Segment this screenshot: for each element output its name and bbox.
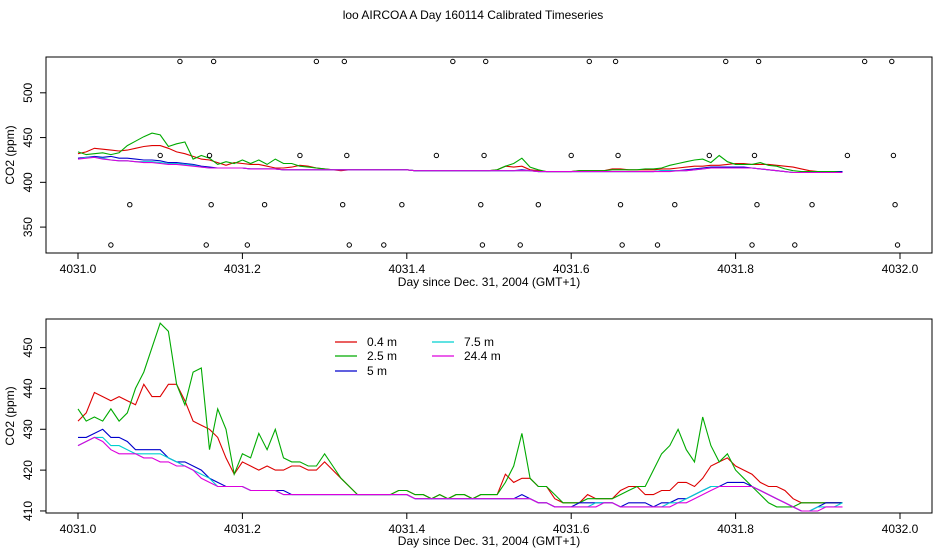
calibration-marker <box>894 242 901 248</box>
calibration-marker <box>844 152 851 159</box>
calibration-marker <box>479 242 486 248</box>
calibration-marker <box>346 242 352 248</box>
calibration-marker <box>723 58 729 65</box>
calibration-marker <box>381 242 387 248</box>
calibration-marker <box>754 202 760 208</box>
top-panel: 4031.0 4031.2 4031.4 4031.6 4031.8 4032.0 350 4… <box>3 56 933 289</box>
top-calibration-markers <box>108 58 901 248</box>
top-x-tick-label: 4032.0 <box>882 262 919 276</box>
calibration-marker <box>890 152 897 159</box>
figure-title: loo AIRCOA A Day 160114 Calibrated Times… <box>343 8 604 22</box>
bottom-y-tick-label: 450 <box>21 337 35 357</box>
bottom-series-7-5-mm-line <box>77 436 843 512</box>
calibration-marker <box>892 202 898 208</box>
calibration-marker <box>481 152 487 159</box>
calibration-marker <box>313 58 320 65</box>
bottom-x-tick-label: 4031.6 <box>553 522 590 536</box>
calibration-marker <box>127 202 133 208</box>
legend-label-0-4-mm: 0.4 m <box>367 335 397 349</box>
top-y-tick-label: 500 <box>21 82 35 102</box>
calibration-marker <box>478 202 484 208</box>
top-y-tick-label: 350 <box>21 217 35 237</box>
legend-label-7-5-mm: 7.5 m <box>464 335 494 349</box>
calibration-marker <box>483 58 489 65</box>
top-x-tick-label: 4031.4 <box>388 262 425 276</box>
calibration-marker <box>889 58 895 65</box>
legend-label-2-5-mm: 2.5 m <box>367 349 397 363</box>
calibration-marker <box>341 58 348 65</box>
bottom-series-24-4-mm-line <box>77 436 843 512</box>
bottom-x-tick-label: 4031.4 <box>388 522 425 536</box>
calibration-marker <box>535 202 542 208</box>
calibration-marker <box>615 152 621 159</box>
top-series-lines <box>77 132 843 174</box>
bottom-x-tick-label: 4031.2 <box>224 522 261 536</box>
bottom-series-2-5-mm-line <box>77 322 843 508</box>
bottom-x-tick-label: 4032.0 <box>882 522 919 536</box>
calibration-marker <box>244 242 251 248</box>
top-y-tick-label: 450 <box>21 127 35 147</box>
bottom-y-axis-label: CO2 (ppm) <box>3 386 17 445</box>
legend-label-5-mm: 5 m <box>367 364 387 378</box>
calibration-marker <box>517 242 523 248</box>
top-y-axis-label: CO2 (ppm) <box>3 125 17 184</box>
calibration-marker <box>809 202 815 208</box>
calibration-marker <box>792 242 798 248</box>
calibration-marker <box>399 202 405 208</box>
calibration-marker <box>206 152 213 159</box>
bottom-y-tick-label: 430 <box>21 419 35 439</box>
bottom-y-tick-label: 410 <box>21 501 35 521</box>
calibration-marker <box>210 58 217 65</box>
bottom-plot-frame <box>45 318 933 514</box>
calibration-marker <box>617 202 624 208</box>
calibration-marker <box>755 58 762 65</box>
calibration-marker <box>619 242 625 248</box>
top-plot-frame <box>45 56 933 254</box>
top-x-tick-label: 4031.0 <box>60 262 97 276</box>
calibration-marker <box>344 152 350 159</box>
calibration-marker <box>568 152 574 159</box>
calibration-marker <box>208 202 214 208</box>
bottom-x-axis-label: Day since Dec. 31, 2004 (GMT+1) <box>398 534 580 548</box>
calibration-marker <box>297 152 303 159</box>
calibration-marker <box>751 152 758 159</box>
bottom-x-tick-label: 4031.8 <box>717 522 754 536</box>
calibration-marker <box>203 242 209 248</box>
calibration-marker <box>672 202 678 208</box>
calibration-marker <box>261 202 268 208</box>
legend-label-24-4-mm: 24.4 m <box>464 349 501 363</box>
calibration-marker <box>433 152 440 159</box>
bottom-legend: 0.4 m2.5 m5 m 7.5 m24.4 m <box>335 335 501 378</box>
calibration-marker <box>177 58 183 65</box>
calibration-marker <box>749 242 755 248</box>
top-series-24-4-mm-line <box>77 156 843 174</box>
top-x-tick-label: 4031.8 <box>717 262 754 276</box>
top-x-axis-label: Day since Dec. 31, 2004 (GMT+1) <box>398 275 580 289</box>
calibration-marker <box>706 152 712 159</box>
bottom-x-tick-label: 4031.0 <box>60 522 97 536</box>
bottom-y-tick-label: 440 <box>21 378 35 398</box>
bottom-series-0-4-mm-line <box>77 383 843 504</box>
calibration-marker <box>108 242 114 248</box>
calibration-marker <box>612 58 619 65</box>
bottom-axes: 4031.0 4031.2 4031.4 4031.6 4031.8 4032.0 410 4… <box>21 337 918 536</box>
bottom-panel: 4031.0 4031.2 4031.4 4031.6 4031.8 4032.0 410 4… <box>3 318 933 548</box>
calibration-marker <box>157 152 163 159</box>
calibration-marker <box>450 58 456 65</box>
bottom-series-lines <box>77 322 843 512</box>
top-x-tick-label: 4031.2 <box>224 262 261 276</box>
calibration-marker <box>339 202 346 208</box>
calibration-marker <box>586 58 592 65</box>
calibration-marker <box>654 242 661 248</box>
top-y-tick-label: 400 <box>21 172 35 192</box>
top-axes: 4031.0 4031.2 4031.4 4031.6 4031.8 4032.0 350 4… <box>21 82 918 276</box>
top-x-tick-label: 4031.6 <box>553 262 590 276</box>
calibration-marker <box>861 58 868 65</box>
bottom-y-tick-label: 420 <box>21 460 35 480</box>
